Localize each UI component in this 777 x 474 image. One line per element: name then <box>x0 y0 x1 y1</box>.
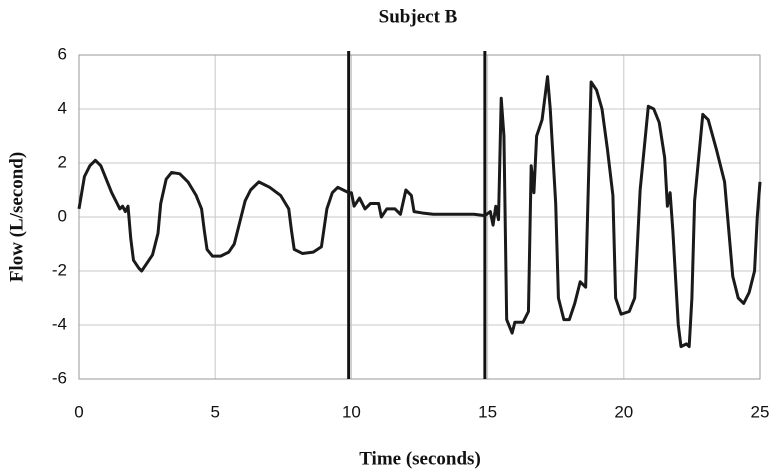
y-tick-label: 6 <box>58 44 67 63</box>
chart-title: Subject B <box>379 6 458 27</box>
x-tick-label: 15 <box>478 402 497 421</box>
y-tick-label: -4 <box>52 314 67 333</box>
x-axis-label: Time (seconds) <box>359 448 481 469</box>
y-axis-label: Flow (L/second) <box>6 152 27 282</box>
x-tick-label: 25 <box>751 402 770 421</box>
x-tick-label: 10 <box>342 402 361 421</box>
plot-border <box>78 54 761 380</box>
y-tick-label: -2 <box>52 260 67 279</box>
y-tick-label: 4 <box>58 98 67 117</box>
flow-line <box>77 75 762 349</box>
x-tick-label: 0 <box>74 402 83 421</box>
y-tick-label: 2 <box>58 152 67 171</box>
x-tick-label: 5 <box>210 402 219 421</box>
y-tick-label: -6 <box>52 368 67 387</box>
y-tick-label: 0 <box>58 206 67 225</box>
x-tick-label: 20 <box>614 402 633 421</box>
